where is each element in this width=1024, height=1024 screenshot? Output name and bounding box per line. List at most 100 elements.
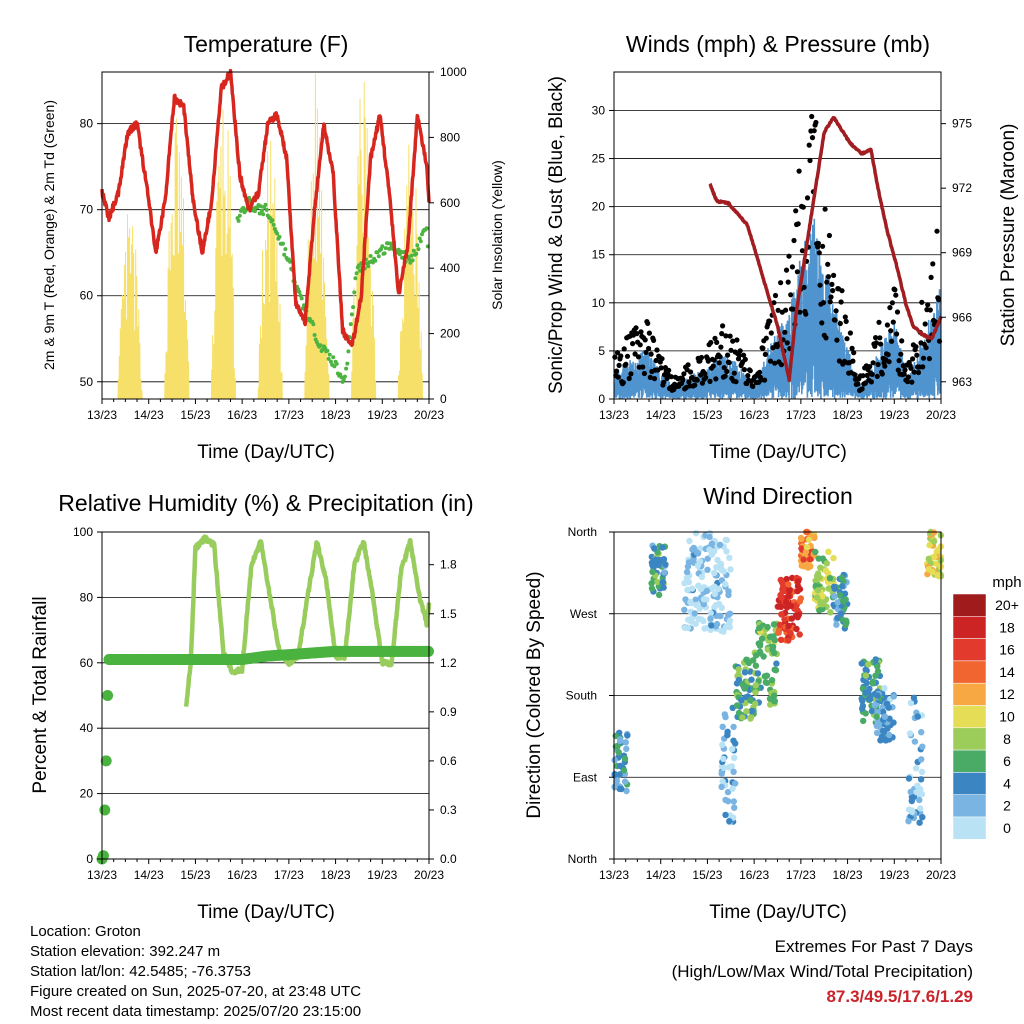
wind-direction-point — [783, 604, 791, 611]
extremes-values: 87.3/49.5/17.6/1.29 — [826, 987, 973, 1006]
wind-direction-point — [758, 635, 766, 642]
wind-gust-point — [829, 281, 835, 287]
extremes-subtitle: (High/Low/Max Wind/Total Precipitation) — [671, 962, 973, 981]
dewpoint-point — [257, 211, 262, 216]
wind-gust-point — [760, 345, 766, 351]
wind-gust-point — [925, 302, 931, 308]
wind-gust-point — [934, 228, 940, 234]
wind-gust-point — [685, 362, 691, 368]
temperature-ytick-label: 80 — [80, 117, 94, 131]
dewpoint-point — [341, 377, 346, 382]
wind-direction-point — [925, 555, 932, 562]
wind-gust-point — [640, 364, 646, 370]
dewpoint-point — [328, 359, 333, 364]
wind-gust-point — [703, 374, 709, 381]
wind-direction-point — [815, 555, 822, 562]
wind-gust-point — [721, 365, 727, 371]
wind-gust-point — [719, 331, 725, 337]
humidity-title: Relative Humidity (%) & Precipitation (i… — [58, 490, 473, 516]
wind-gust-point — [614, 368, 620, 374]
wind-direction-point — [752, 682, 759, 689]
wind-direction-point — [769, 646, 776, 653]
wind-gust-point — [785, 279, 791, 285]
wind-gust-point — [879, 371, 885, 377]
wind-gust-point — [899, 338, 905, 344]
wind-direction-point — [752, 700, 759, 707]
wind-direction-point — [907, 788, 914, 796]
wind-direction-point — [885, 704, 892, 711]
temperature-xtick-label: 13/23 — [87, 408, 117, 422]
latlon-text: Station lat/lon: 42.5485; -76.3753 — [30, 963, 252, 980]
wind-gust-point — [836, 358, 843, 364]
wind-gust-point — [807, 157, 813, 164]
wind-direction-point — [760, 653, 767, 660]
wind-direction-point — [660, 556, 668, 563]
pressure-ytick-label-right: 972 — [952, 181, 972, 195]
wind-direction-point — [838, 610, 845, 617]
wind-gust-point — [635, 354, 642, 360]
wind-direction-point — [724, 788, 732, 796]
wind-direction-point — [798, 535, 805, 543]
wind-direction-point — [648, 585, 656, 592]
wind-direction-xtick-label: 19/23 — [879, 868, 909, 882]
wind-gust-point — [680, 377, 686, 383]
wind-gust-point — [634, 331, 640, 337]
wind-direction-point — [793, 625, 800, 633]
wind-gust-point — [878, 341, 884, 347]
wind-gust-point — [718, 344, 724, 350]
wind-gust-point — [664, 375, 670, 382]
legend-label: 2 — [1003, 798, 1011, 814]
wind-direction-point — [685, 559, 693, 566]
wind-direction-point — [723, 536, 730, 544]
wind-direction-point — [720, 755, 727, 763]
wind-gust-point — [621, 346, 627, 352]
wind-gust-point — [833, 308, 839, 314]
wind-gust-point — [832, 317, 838, 323]
wind-direction-point — [834, 614, 841, 621]
wind-direction-point — [715, 600, 723, 608]
wind-direction-point — [735, 666, 742, 673]
wind-direction-point — [794, 578, 802, 585]
wind-direction-point — [620, 767, 628, 774]
wind-gust-point — [825, 261, 831, 267]
wind-direction-point — [905, 806, 913, 813]
wind-direction-point — [785, 637, 792, 644]
solar-ytick-label-right: 1000 — [440, 65, 467, 79]
wind-gust-point — [788, 292, 794, 298]
wind-direction-point — [747, 715, 754, 722]
wind-gust-point — [849, 345, 855, 351]
wind-gust-point — [898, 351, 904, 357]
wind-gust-point — [731, 370, 737, 376]
wind-direction-ytick-label: South — [566, 689, 597, 703]
wind-gust-point — [648, 351, 654, 357]
legend-label: 6 — [1003, 753, 1011, 769]
wind-gust-point — [905, 379, 911, 385]
humidity-xtick-label: 20/23 — [414, 868, 444, 882]
wind-direction-ytick-label: North — [568, 852, 597, 866]
wind-direction-point — [617, 762, 624, 770]
wind-direction-point — [711, 569, 718, 577]
wind-gust-point — [890, 319, 896, 325]
wind-direction-point — [661, 569, 668, 576]
wind-direction-point — [775, 629, 782, 636]
wind-gust-point — [641, 370, 648, 377]
wind-direction-point — [743, 708, 750, 715]
wind-direction-point — [701, 625, 708, 632]
wind-direction-point — [687, 598, 694, 606]
wind-gust-point — [873, 340, 880, 346]
legend-swatch — [952, 616, 987, 639]
wind-direction-point — [919, 743, 926, 750]
wind-gust-point — [694, 377, 700, 383]
legend-label: 18 — [999, 619, 1015, 635]
wind-direction-point — [918, 790, 926, 798]
wind-gust-point — [809, 113, 815, 120]
wind-direction-xtick-label: 15/23 — [692, 868, 722, 882]
wind-direction-point — [764, 646, 771, 653]
dewpoint-point — [420, 232, 424, 237]
wind-direction-point — [912, 765, 920, 772]
legend-label: 12 — [999, 686, 1015, 702]
wind-direction-point — [616, 736, 624, 743]
wind-gust-point — [716, 360, 722, 366]
pressure-ylabel: Station Pressure (Maroon) — [998, 124, 1019, 347]
wind-gust-point — [888, 328, 894, 334]
